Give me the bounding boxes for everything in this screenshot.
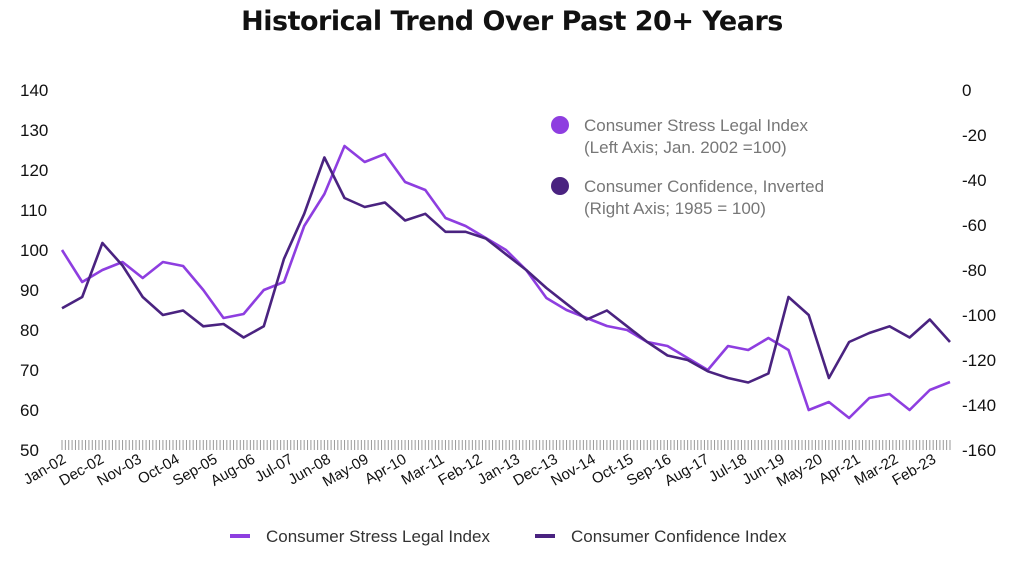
- inset-legend-title: Consumer Stress Legal Index: [584, 116, 808, 135]
- left-tick-label: 110: [20, 201, 47, 220]
- right-tick-label: -80: [962, 261, 987, 280]
- left-tick-label: 80: [20, 321, 39, 340]
- left-tick-label: 100: [20, 241, 48, 260]
- x-tick-label: Feb-23: [889, 451, 939, 489]
- left-tick-label: 70: [20, 361, 39, 380]
- right-tick-label: -40: [962, 171, 987, 190]
- left-tick-label: 130: [20, 121, 48, 140]
- legend-label: Consumer Stress Legal Index: [266, 527, 490, 546]
- x-tick-label: Aug-06: [208, 451, 258, 490]
- inset-legend-title: Consumer Confidence, Inverted: [584, 177, 824, 196]
- right-tick-label: 0: [962, 81, 971, 100]
- x-tick-label: Aug-17: [662, 451, 712, 490]
- series-line-consumer-confidence-index: [61, 156, 951, 384]
- right-tick-label: -140: [962, 396, 996, 415]
- bottom-legend: Consumer Stress Legal Index Consumer Conf…: [230, 527, 787, 546]
- inset-legend: Consumer Stress Legal Index (Left Axis; J…: [551, 116, 824, 218]
- inset-legend-note: (Right Axis; 1985 = 100): [584, 199, 766, 218]
- inset-legend-marker: [551, 116, 569, 134]
- right-tick-label: -160: [962, 441, 996, 460]
- left-tick-label: 90: [20, 281, 39, 300]
- right-axis-ticks: -160 -140 -120 -100 -80 -60 -40 -20 0: [962, 81, 996, 460]
- x-tick-label: Nov-14: [548, 451, 598, 490]
- x-tick-label: Nov-03: [94, 451, 144, 490]
- left-tick-label: 60: [20, 401, 39, 420]
- right-tick-label: -120: [962, 351, 996, 370]
- inset-legend-marker: [551, 177, 569, 195]
- chart-title: Historical Trend Over Past 20+ Years: [241, 6, 783, 37]
- legend-label: Consumer Confidence Index: [571, 527, 787, 546]
- x-axis-minor-ticks: [61, 440, 951, 450]
- inset-legend-note: (Left Axis; Jan. 2002 =100): [584, 138, 787, 157]
- left-tick-label: 50: [20, 441, 39, 460]
- series-line-consumer-stress-legal-index: [60, 144, 951, 420]
- right-tick-label: -60: [962, 216, 987, 235]
- x-tick-label: Feb-12: [435, 451, 485, 489]
- right-tick-label: -100: [962, 306, 996, 325]
- left-tick-label: 120: [20, 161, 48, 180]
- right-tick-label: -20: [962, 126, 987, 145]
- left-tick-label: 140: [20, 81, 48, 100]
- left-axis-ticks: 50 60 70 80 90 100 110 120 130 140: [20, 81, 48, 460]
- series-lines: [60, 144, 951, 420]
- x-axis-tick-labels: Jan-02Dec-02Nov-03Oct-04Sep-05Aug-06Jul-…: [21, 451, 939, 491]
